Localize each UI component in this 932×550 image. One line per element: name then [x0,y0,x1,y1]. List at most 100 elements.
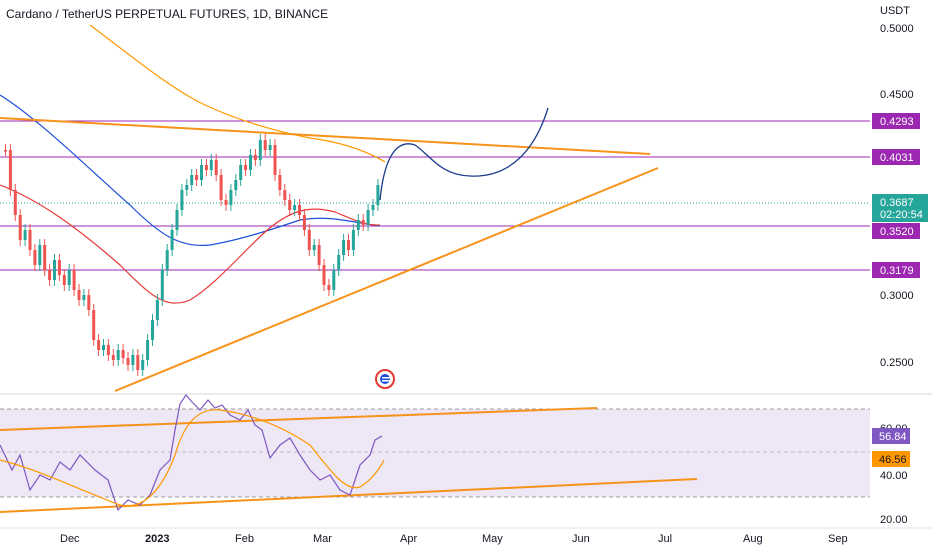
rsi-ma-value-badge [872,451,910,467]
candle-body [332,270,336,290]
candle-body [151,320,154,340]
candle-body [200,165,203,180]
countdown-text: 02:20:54 [880,209,923,221]
candle-body [244,165,248,170]
candle-body [234,180,238,190]
candle-body [4,150,7,152]
x-tick-label: Aug [743,533,763,545]
candle-body [322,265,326,285]
candle-body [366,210,370,225]
candle-body [253,155,257,160]
candle-body [67,270,71,285]
candle-body [136,355,140,370]
candle-body [204,165,208,170]
x-tick-label: Dec [60,533,80,545]
candle-body [97,340,101,350]
level-badge-text: 0.3179 [880,265,914,277]
level-badge-text: 0.4031 [880,152,914,164]
candle-body [53,260,56,280]
candle-body [13,190,17,215]
candle-body [126,358,130,365]
rsi-value-badge [872,428,910,444]
candle-body [155,300,159,320]
level-badge-text: 0.3520 [880,226,914,238]
candle-body [160,270,164,300]
candle-body [170,230,174,250]
y-tick-label: 0.5000 [880,23,914,35]
candle-body [376,185,380,205]
candle-body [337,255,341,270]
candle-body [28,230,32,250]
fast-moving-average-line [0,184,381,304]
candle-body [141,360,145,370]
candle-body [273,145,277,175]
candle-body [371,205,375,210]
candle-body [288,200,292,210]
rsi-moving-average-line [0,409,385,507]
candle-body [165,250,169,270]
level-badge-text: 0.4293 [880,116,914,128]
descending-trendline[interactable] [0,117,651,155]
candle-body [249,155,252,170]
candle-body [175,210,179,230]
last-price-badge [872,194,928,222]
x-tick-label: Jun [572,533,590,545]
level-badge [872,262,920,278]
rsi-value-text: 56.84 [879,431,907,443]
candle-body [347,240,350,250]
y-tick-label: 0.3000 [880,290,914,302]
rsi-band-fill [0,409,870,497]
candle-body [219,175,223,200]
x-tick-label: Sep [828,533,848,545]
level-badge [872,149,920,165]
candle-body [33,250,37,265]
candle-body [361,220,365,225]
candle-body [190,175,194,185]
price-projection-path [379,107,549,201]
candle-body [351,230,355,250]
candle-body [283,190,287,200]
candle-body [8,150,12,190]
long-moving-average-line [89,24,386,163]
candle-body [106,345,110,355]
candle-body [146,340,150,360]
rsi-tick-label: 20.00 [880,514,908,526]
candle-body [102,345,105,350]
candle-body [57,260,61,275]
last-price-text: 0.3687 [880,197,914,209]
y-tick-label: 0.2500 [880,357,914,369]
candle-body [298,205,301,215]
candle-body [92,310,96,340]
candle-body [121,350,125,358]
candle-body [62,275,66,285]
candle-body [229,190,233,205]
y-tick-label: 0.4500 [880,89,914,101]
candle-body [263,140,267,150]
candle-body [72,270,76,290]
candle-body [185,185,189,190]
candle-body [209,160,213,170]
rsi-tick-label: 40.00 [880,470,908,482]
rsi-upper-trendline[interactable] [0,407,598,431]
candle-body [82,295,86,300]
level-badge [872,113,920,129]
candle-body [111,355,115,360]
x-tick-label: 2023 [145,533,169,545]
candle-body [302,215,306,230]
country-flag-icon [375,369,395,389]
candle-body [268,145,272,150]
candle-body [180,190,184,210]
ascending-trendline[interactable] [114,167,659,392]
candle-body [307,230,311,250]
candle-body [23,230,27,240]
rsi-line [0,394,383,512]
rsi-ma-value-text: 46.56 [879,454,907,466]
candle-body [77,290,81,300]
candle-body [214,160,218,175]
x-tick-label: May [482,533,503,545]
candle-body [293,205,297,210]
rsi-lower-trendline[interactable] [0,478,698,513]
candle-body [327,285,331,290]
slow-moving-average-line [0,94,381,247]
